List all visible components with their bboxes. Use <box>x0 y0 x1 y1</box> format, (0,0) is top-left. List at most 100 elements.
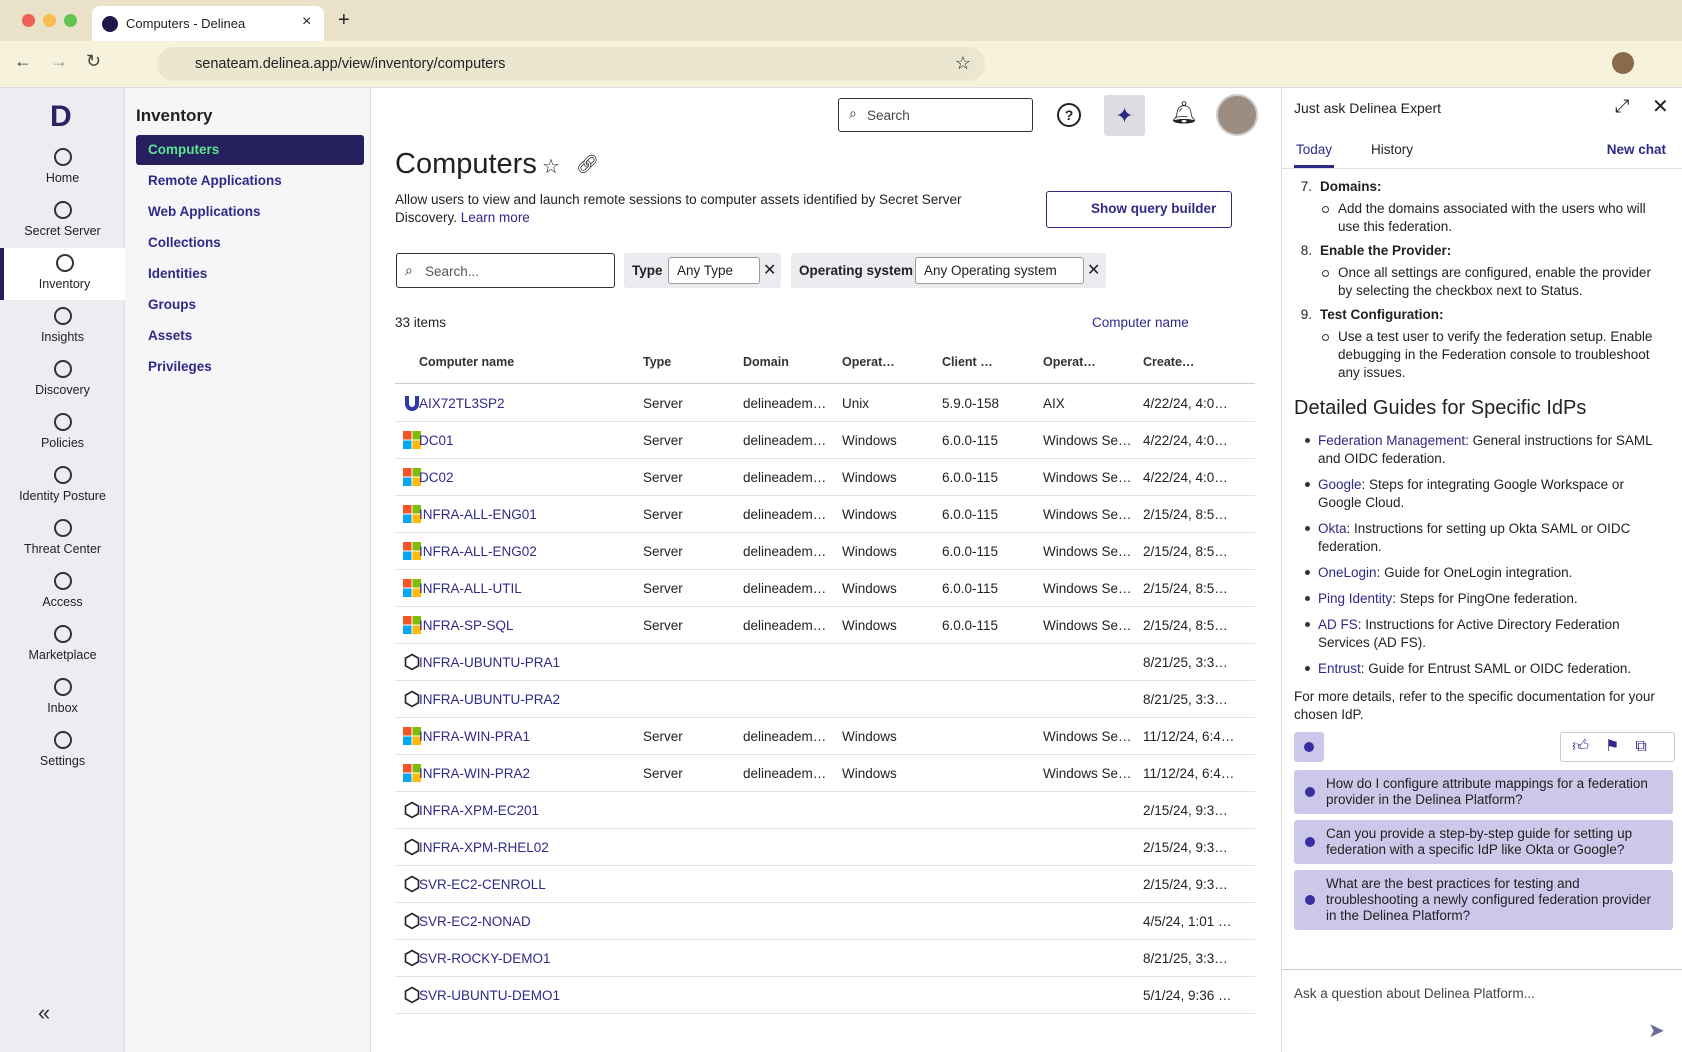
table-row[interactable]: INFRA-ALL-ENG02 Server delineadem… Windows 6… <box>395 533 1255 570</box>
chat-tab[interactable]: History <box>1371 142 1414 157</box>
table-row[interactable]: INFRA-XPM-EC201 2/15/24, 9:3… <box>395 792 1255 829</box>
os-select[interactable]: Any Operating system <box>915 257 1084 284</box>
table-row[interactable]: SVR-EC2-CENROLL 2/15/24, 9:3… <box>395 866 1255 903</box>
table-row[interactable]: AIX72TL3SP2 Server delineadem… Unix 5.9.0-15… <box>395 385 1255 422</box>
back[interactable]: ← <box>14 51 32 71</box>
minimize-window[interactable] <box>43 14 56 27</box>
copy-link[interactable]: 🔗︎ <box>576 154 599 174</box>
column-header[interactable]: Type <box>643 355 672 369</box>
computer-name[interactable]: INFRA-WIN-PRA2 <box>419 766 530 781</box>
avatar[interactable] <box>1216 94 1258 136</box>
rail-item[interactable]: Policies <box>0 407 125 459</box>
table-row[interactable]: INFRA-ALL-UTIL Server delineadem… Windows 6.… <box>395 570 1255 607</box>
column-header[interactable]: Operat… <box>1043 355 1096 369</box>
rail-item[interactable]: Settings <box>0 725 125 777</box>
computer-name[interactable]: INFRA-ALL-ENG02 <box>419 544 537 559</box>
close-chat[interactable]: ✕ <box>1652 96 1669 118</box>
chat-tab[interactable]: Today <box>1294 142 1335 168</box>
guide-link[interactable]: Federation Management <box>1318 433 1466 448</box>
nav-link[interactable]: Collections <box>148 235 221 250</box>
nav-link[interactable]: Privileges <box>148 359 212 374</box>
computer-name[interactable]: SVR-EC2-CENROLL <box>419 877 546 892</box>
computer-name[interactable]: INFRA-UBUNTU-PRA1 <box>419 655 561 670</box>
column-header[interactable]: Client … <box>942 355 993 369</box>
table-row[interactable]: INFRA-SP-SQL Server delineadem… Windows 6.0.… <box>395 607 1255 644</box>
computer-name[interactable]: DC02 <box>419 470 454 485</box>
help[interactable]: ? <box>1057 103 1081 127</box>
learn-more[interactable]: Learn more <box>460 210 530 225</box>
table-row[interactable]: SVR-ROCKY-DEMO1 8/21/25, 3:3… <box>395 940 1255 977</box>
bookmark[interactable]: ☆ <box>954 53 971 73</box>
type-select[interactable]: Any Type <box>668 257 761 284</box>
global-search[interactable]: ⌕ Search <box>838 98 1033 132</box>
feedback-buttons[interactable]: 👍︎⚑⧉ <box>1560 732 1675 762</box>
table-search[interactable]: ⌕ Search... <box>396 253 615 288</box>
rail-item[interactable]: Home <box>0 142 125 194</box>
rail-item[interactable]: Identity Posture <box>0 460 125 512</box>
active-tab[interactable]: Computers - Delinea × <box>92 6 324 41</box>
table-row[interactable]: DC02 Server delineadem… Windows 6.0.0-115 Win… <box>395 459 1255 496</box>
rail-item[interactable]: Secret Server <box>0 195 125 247</box>
computer-name[interactable]: INFRA-ALL-UTIL <box>419 581 522 596</box>
computer-name[interactable]: INFRA-XPM-EC201 <box>419 803 540 818</box>
suggestion[interactable]: How do I configure attribute mappings fo… <box>1294 770 1673 814</box>
guide-link[interactable]: Entrust <box>1318 661 1361 676</box>
computer-name[interactable]: SVR-EC2-NONAD <box>419 914 531 929</box>
guide-link[interactable]: OneLogin <box>1318 565 1377 580</box>
rail-item[interactable]: Inbox <box>0 672 125 724</box>
rail-item[interactable]: Discovery <box>0 354 125 406</box>
reload[interactable]: ↻ <box>86 51 102 71</box>
maximize-window[interactable] <box>64 14 77 27</box>
profile[interactable] <box>1612 52 1634 74</box>
collapse[interactable]: « <box>38 1000 51 1025</box>
nav-link[interactable]: Identities <box>148 266 208 281</box>
table-row[interactable]: INFRA-WIN-PRA2 Server delineadem… Windows Wi… <box>395 755 1255 792</box>
nav-link[interactable]: Computers <box>136 135 364 165</box>
query-builder-button[interactable]: Show query builder <box>1046 191 1232 228</box>
nav-link[interactable]: Remote Applications <box>148 173 282 188</box>
send[interactable]: ➤ <box>1648 1020 1665 1042</box>
guide-link[interactable]: AD FS <box>1318 617 1358 632</box>
table-row[interactable]: INFRA-XPM-RHEL02 2/15/24, 9:3… <box>395 829 1255 866</box>
table-row[interactable]: INFRA-ALL-ENG01 Server delineadem… Windows 6… <box>395 496 1255 533</box>
suggestion[interactable]: Can you provide a step-by-step guide for… <box>1294 820 1673 864</box>
table-row[interactable]: SVR-UBUNTU-DEMO1 5/1/24, 9:36 … <box>395 977 1255 1014</box>
suggestion[interactable]: What are the best practices for testing … <box>1294 870 1673 930</box>
rail-item[interactable]: Threat Center <box>0 513 125 565</box>
ai-assistant[interactable]: ✦ <box>1104 95 1145 136</box>
table-row[interactable]: SVR-EC2-NONAD 4/5/24, 1:01 … <box>395 903 1255 940</box>
computer-name[interactable]: AIX72TL3SP2 <box>419 396 505 411</box>
nav-link[interactable]: Groups <box>148 297 197 312</box>
guide-link[interactable]: Okta <box>1318 521 1347 536</box>
column-header[interactable]: Create… <box>1143 355 1195 369</box>
new-tab[interactable]: + <box>338 9 350 31</box>
rail-item[interactable]: Insights <box>0 301 125 353</box>
computer-name[interactable]: INFRA-SP-SQL <box>419 618 514 633</box>
nav-link[interactable]: Assets <box>148 328 193 343</box>
favorite[interactable]: ☆ <box>542 156 560 178</box>
computer-name[interactable]: INFRA-XPM-RHEL02 <box>419 840 549 855</box>
table-row[interactable]: DC01 Server delineadem… Windows 6.0.0-115 Win… <box>395 422 1255 459</box>
computer-name[interactable]: INFRA-WIN-PRA1 <box>419 729 530 744</box>
computer-name[interactable]: INFRA-ALL-ENG01 <box>419 507 537 522</box>
computer-name[interactable]: INFRA-UBUNTU-PRA2 <box>419 692 561 707</box>
sort-control[interactable]: Computer name <box>1092 315 1189 330</box>
rail-item[interactable]: Inventory <box>0 248 125 300</box>
column-header[interactable]: Domain <box>743 355 789 369</box>
clear-type[interactable]: ✕ <box>763 262 777 279</box>
computer-name[interactable]: SVR-UBUNTU-DEMO1 <box>419 988 561 1003</box>
expand[interactable]: ⤢ <box>1615 96 1630 116</box>
chat-input[interactable]: Ask a question about Delinea Platform... <box>1294 986 1535 1001</box>
column-header[interactable]: Operat… <box>842 355 895 369</box>
rail-item[interactable]: Access <box>0 566 125 618</box>
guide-link[interactable]: Google <box>1318 477 1362 492</box>
notifications[interactable]: 🔔︎ <box>1170 100 1198 125</box>
nav-link[interactable]: Web Applications <box>148 204 261 219</box>
rail-item[interactable]: Marketplace <box>0 619 125 671</box>
close-window[interactable] <box>22 14 35 27</box>
column-header[interactable]: Computer name <box>419 355 515 369</box>
computer-name[interactable]: SVR-ROCKY-DEMO1 <box>419 951 551 966</box>
table-row[interactable]: INFRA-UBUNTU-PRA2 8/21/25, 3:3… <box>395 681 1255 718</box>
url-field[interactable]: senateam.delinea.app/view/inventory/comp… <box>157 47 985 81</box>
computer-name[interactable]: DC01 <box>419 433 454 448</box>
